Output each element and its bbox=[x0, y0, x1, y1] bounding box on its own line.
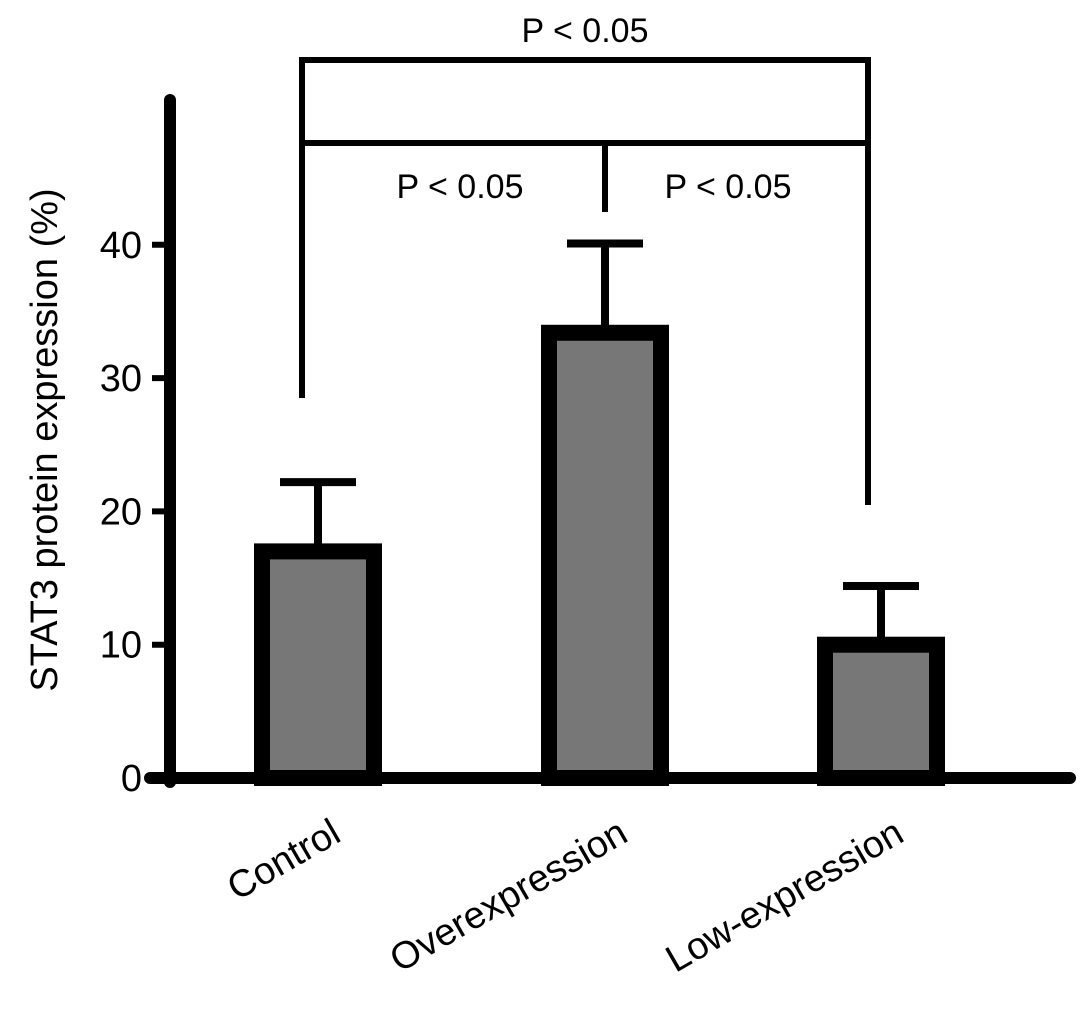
sig-label-over-low: P < 0.05 bbox=[665, 168, 792, 206]
sig-label-control-low: P < 0.05 bbox=[522, 12, 649, 50]
y-tick-label: 20 bbox=[100, 491, 142, 533]
bracket-pairs bbox=[299, 140, 871, 505]
y-axis-label: STAT3 protein expression (%) bbox=[24, 188, 66, 691]
bar-control bbox=[254, 543, 382, 787]
y-tick-label: 40 bbox=[100, 225, 142, 267]
x-tick-label: Low-expression bbox=[659, 811, 910, 980]
bar-overexpression bbox=[541, 324, 669, 786]
x-tick-label: Control bbox=[220, 811, 347, 909]
y-tick-label: 10 bbox=[100, 625, 142, 667]
y-tick-label: 0 bbox=[121, 758, 142, 800]
bar-low-expression bbox=[817, 636, 945, 787]
y-tick-label: 30 bbox=[100, 358, 142, 400]
x-tick-label: Overexpression bbox=[383, 811, 634, 980]
sig-label-control-over: P < 0.05 bbox=[397, 168, 524, 206]
bracket-control-low bbox=[299, 57, 871, 143]
